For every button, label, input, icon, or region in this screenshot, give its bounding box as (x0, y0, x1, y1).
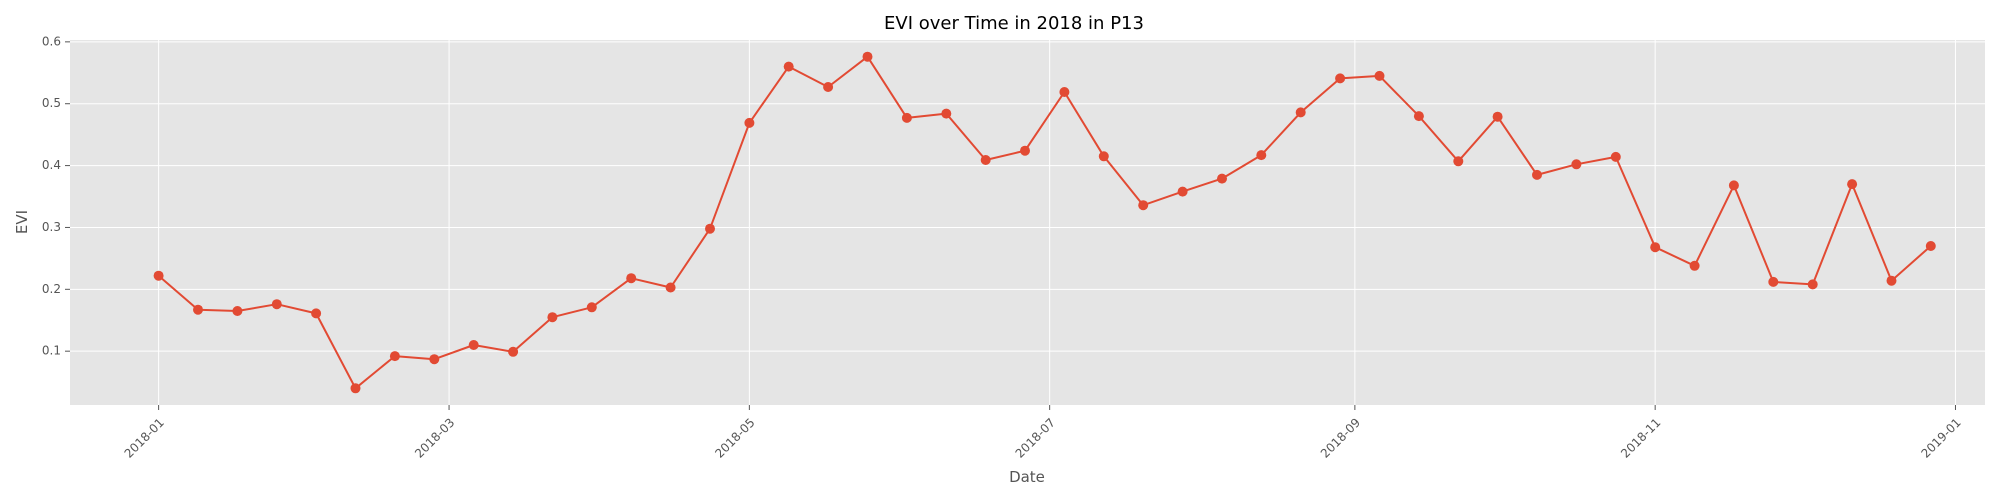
data-point (862, 51, 873, 62)
y-tick-label: 0.5 (42, 96, 61, 110)
data-point (1650, 242, 1661, 253)
data-point (1217, 173, 1227, 184)
data-point (1413, 111, 1424, 122)
data-point (1689, 260, 1700, 271)
x-tick-label: 2018-09 (1318, 415, 1363, 460)
data-point (744, 117, 755, 128)
data-point (1532, 169, 1542, 180)
data-point (547, 312, 558, 323)
y-axis-label: EVI (13, 210, 31, 234)
data-point (1098, 151, 1109, 162)
y-tick-label: 0.4 (42, 158, 61, 172)
data-point (311, 308, 322, 319)
data-point (1059, 87, 1070, 97)
y-tick-label: 0.6 (42, 34, 61, 48)
x-tick-label: 2018-03 (412, 415, 457, 460)
data-point (350, 383, 361, 394)
data-point (626, 273, 637, 284)
y-tick-label: 0.3 (42, 220, 61, 234)
data-point (1335, 73, 1346, 84)
x-axis-label: Date (1009, 468, 1045, 486)
data-point (1807, 279, 1818, 290)
x-tick-label: 2018-01 (122, 415, 167, 460)
data-point (705, 223, 715, 234)
data-point (1138, 200, 1149, 211)
data-point (429, 354, 440, 365)
plot-area (70, 40, 1985, 405)
data-point (193, 304, 203, 315)
x-tick-label: 2018-05 (712, 415, 757, 460)
data-point (468, 340, 479, 350)
series-layer (153, 51, 1936, 394)
y-tick-label: 0.2 (42, 282, 61, 296)
data-point (508, 346, 519, 357)
x-tick-label: 2019-01 (1918, 415, 1963, 460)
data-point (1295, 107, 1306, 118)
data-point (783, 61, 794, 72)
data-point (1847, 179, 1858, 190)
data-point (153, 270, 164, 281)
data-point (823, 82, 834, 92)
y-tick-label: 0.1 (42, 344, 61, 358)
data-point (1177, 186, 1188, 197)
data-point (1610, 151, 1621, 162)
data-point (232, 306, 243, 316)
data-point (1925, 241, 1936, 251)
data-point (1374, 70, 1385, 81)
series-line (157, 55, 1932, 390)
data-point (271, 299, 282, 310)
data-point (1256, 150, 1267, 161)
x-tick-label: 2018-07 (1013, 415, 1058, 460)
data-point (980, 155, 991, 165)
data-point (1453, 156, 1464, 167)
x-tick-label: 2018-11 (1618, 415, 1663, 460)
data-point (389, 351, 400, 362)
data-point (665, 282, 676, 293)
data-point (1728, 180, 1739, 191)
data-point (1571, 159, 1582, 170)
data-point (1768, 276, 1779, 287)
data-point (901, 112, 912, 123)
data-point (1492, 111, 1503, 122)
data-point (1886, 275, 1897, 286)
grid-lines (70, 40, 1985, 405)
data-point (941, 108, 952, 119)
chart-title: EVI over Time in 2018 in P13 (884, 13, 1144, 34)
data-point (586, 302, 597, 313)
data-point (1020, 145, 1030, 156)
